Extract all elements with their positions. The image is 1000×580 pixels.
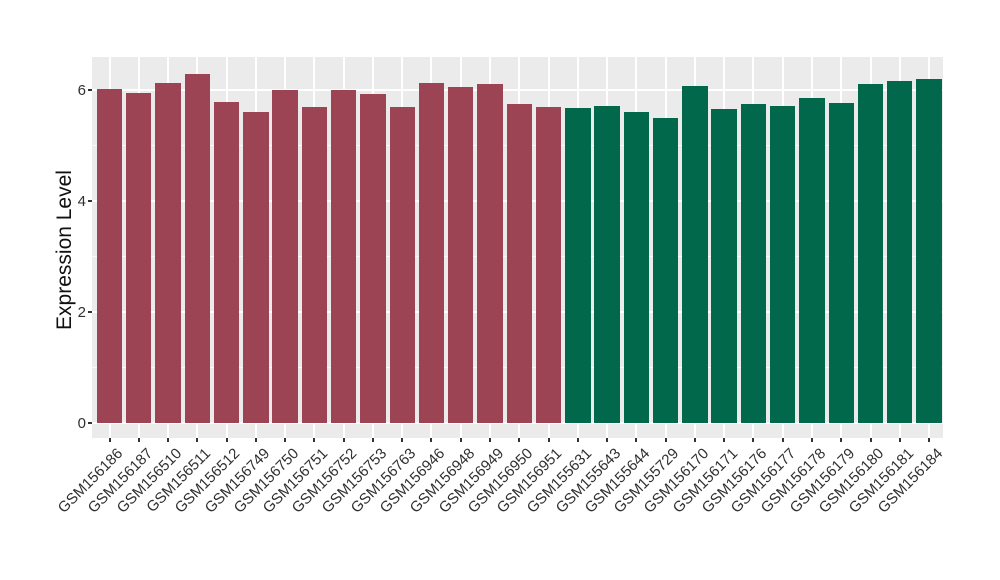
x-tick <box>313 438 316 442</box>
x-tick <box>459 438 462 442</box>
x-tick <box>342 438 345 442</box>
y-tick-label: 6 <box>77 81 86 99</box>
x-tick <box>752 438 755 442</box>
x-tick <box>401 438 404 442</box>
x-tick <box>196 438 199 442</box>
bar <box>916 79 942 423</box>
gridline-major-h <box>92 89 943 92</box>
bar <box>887 80 913 423</box>
x-tick <box>635 438 638 442</box>
bar <box>96 89 123 423</box>
x-tick <box>518 438 521 442</box>
bar <box>711 108 737 423</box>
bar <box>126 93 152 423</box>
bar <box>330 89 357 423</box>
bar <box>448 86 474 423</box>
bar <box>740 103 767 423</box>
bar <box>623 112 650 423</box>
gridline-major-h <box>92 422 943 424</box>
x-tick <box>284 438 287 442</box>
x-tick <box>606 438 609 442</box>
bar <box>213 102 240 423</box>
x-tick <box>167 438 170 442</box>
x-tick <box>225 438 228 442</box>
x-tick <box>254 438 257 442</box>
x-tick <box>693 438 696 442</box>
x-tick <box>898 438 901 442</box>
bar <box>594 106 620 423</box>
x-tick <box>547 438 550 442</box>
bar <box>506 103 532 423</box>
bar <box>770 106 796 423</box>
bar <box>535 106 562 423</box>
bar <box>652 118 679 423</box>
y-tick <box>88 200 92 203</box>
x-tick <box>723 438 726 442</box>
y-tick <box>88 89 92 92</box>
y-tick-label: 2 <box>77 303 86 321</box>
bar <box>418 82 445 423</box>
y-tick <box>88 422 92 424</box>
bar <box>272 89 298 423</box>
x-tick <box>137 438 140 442</box>
bar <box>389 106 415 423</box>
bar <box>857 84 884 423</box>
x-tick <box>810 438 813 442</box>
x-tick <box>108 438 111 442</box>
x-tick <box>489 438 491 442</box>
y-tick-label: 0 <box>77 414 86 432</box>
bar <box>301 106 328 423</box>
y-tick-label: 4 <box>77 192 86 210</box>
x-tick <box>928 438 931 442</box>
bar <box>828 102 854 423</box>
bar <box>243 112 269 423</box>
bar <box>360 93 386 423</box>
x-tick <box>576 438 579 442</box>
x-tick <box>664 438 667 442</box>
bar <box>477 84 503 423</box>
plot-panel <box>92 57 943 438</box>
bar <box>565 108 591 423</box>
bar <box>155 82 181 423</box>
x-tick <box>869 438 872 442</box>
y-tick <box>88 311 92 314</box>
x-tick <box>371 438 374 442</box>
x-tick <box>840 438 843 442</box>
x-tick <box>781 438 784 442</box>
bar <box>184 74 210 423</box>
bar <box>799 97 825 423</box>
bar <box>682 85 708 423</box>
x-tick <box>430 438 433 442</box>
